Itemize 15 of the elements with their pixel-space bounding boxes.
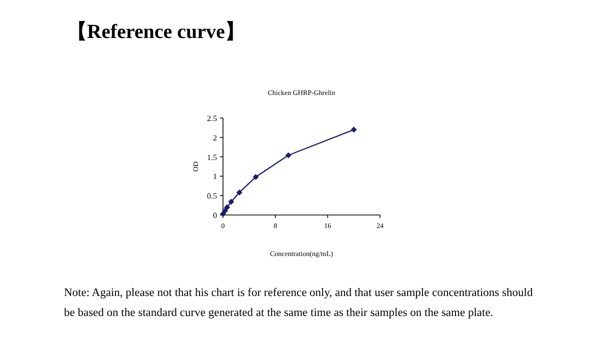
point xyxy=(350,126,357,133)
y-tick-label: 2 xyxy=(213,133,217,142)
point xyxy=(285,152,292,158)
y-tick-label: 0 xyxy=(213,211,217,220)
point xyxy=(222,208,228,214)
point xyxy=(224,204,230,210)
chart-title: 【Reference curve】 xyxy=(67,21,245,43)
y-tick-label: 1 xyxy=(213,172,217,182)
y-tick-label: 1.5 xyxy=(207,152,217,162)
text: Note: Again, please not that his chart is for reference only, and that user sample concentrations should be based on the standard curve generated at the same time as their samples on the same plate. xyxy=(64,286,534,321)
point xyxy=(228,198,234,205)
y-tick-label: 0.5 xyxy=(207,192,217,201)
y-tick-label: 2.5 xyxy=(207,114,217,123)
point xyxy=(236,189,242,196)
point xyxy=(252,174,259,180)
